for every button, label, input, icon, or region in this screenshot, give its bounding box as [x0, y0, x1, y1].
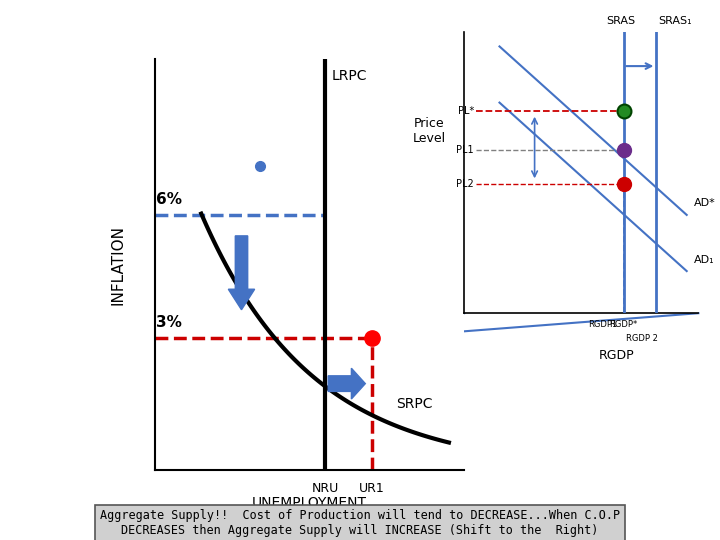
- Text: AD₁: AD₁: [694, 255, 714, 265]
- Text: RGDP*: RGDP*: [609, 320, 638, 329]
- Text: NRU: NRU: [312, 482, 338, 495]
- Text: Price
Level: Price Level: [413, 117, 446, 145]
- Text: SRAS₁: SRAS₁: [659, 16, 692, 26]
- Text: PL2: PL2: [456, 179, 474, 189]
- Text: INFLATION: INFLATION: [110, 225, 125, 305]
- Text: PL1: PL1: [456, 145, 474, 156]
- Text: UR1: UR1: [359, 482, 384, 495]
- Text: UNEMPLOYMENT: UNEMPLOYMENT: [252, 496, 367, 510]
- Text: RGDP 2: RGDP 2: [626, 334, 658, 343]
- Text: AD*: AD*: [694, 199, 716, 208]
- Text: SRAS: SRAS: [607, 16, 636, 26]
- Text: Aggregate Supply!!  Cost of Production will tend to DECREASE...When C.O.P
DECREA: Aggregate Supply!! Cost of Production wi…: [100, 509, 620, 537]
- Text: RGDP: RGDP: [599, 349, 634, 362]
- Text: SRPC: SRPC: [396, 397, 433, 411]
- Text: 6%: 6%: [156, 192, 182, 207]
- Text: RGDP1: RGDP1: [588, 320, 617, 329]
- FancyArrow shape: [328, 368, 365, 399]
- Text: PL*: PL*: [457, 106, 474, 116]
- Text: LRPC: LRPC: [331, 69, 366, 83]
- Text: 3%: 3%: [156, 315, 182, 330]
- FancyArrow shape: [228, 236, 255, 310]
